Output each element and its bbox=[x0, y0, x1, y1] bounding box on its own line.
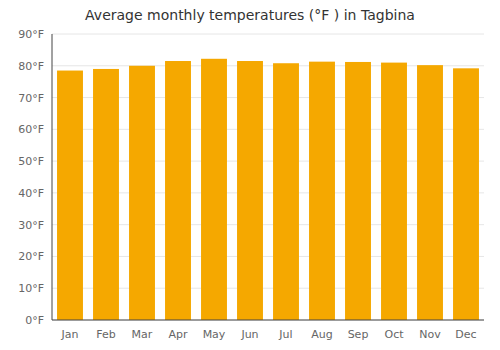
x-tick-label: Feb bbox=[96, 328, 115, 341]
bar bbox=[345, 62, 371, 320]
chart-container: Average monthly temperatures (°F ) in Ta… bbox=[0, 0, 500, 350]
page: {"chart_data": {"type": "bar", "title": … bbox=[0, 0, 500, 350]
x-ticks: Jan Feb Mar Apr May Jun Jul Aug Sep Oct Nov Dec bbox=[61, 328, 477, 341]
x-tick-label: Jan bbox=[61, 328, 79, 341]
x-tick-label: Mar bbox=[132, 328, 153, 341]
x-tick-label: Jul bbox=[278, 328, 292, 341]
y-tick-label: 90°F bbox=[18, 28, 44, 41]
x-tick-label: Nov bbox=[419, 328, 441, 341]
x-tick-label: Sep bbox=[348, 328, 369, 341]
title: Average monthly temperatures (°F ) in Ta… bbox=[85, 7, 415, 23]
x-tick-label: Aug bbox=[311, 328, 332, 341]
x-axis-line bbox=[52, 320, 484, 321]
grid-line bbox=[52, 320, 484, 321]
grid-line bbox=[52, 34, 484, 35]
bar bbox=[453, 68, 479, 320]
bar bbox=[93, 69, 119, 320]
bar bbox=[237, 61, 263, 320]
y-tick-label: 10°F bbox=[18, 282, 44, 295]
bar bbox=[165, 61, 191, 320]
bar bbox=[201, 59, 227, 320]
y-tick-label: 20°F bbox=[18, 250, 44, 263]
y-tick-label: 70°F bbox=[18, 92, 44, 105]
bars bbox=[57, 59, 479, 320]
x-tick-label: Apr bbox=[168, 328, 188, 341]
y-ticks: 0°F 10°F 20°F 30°F 40°F 50°F 60°F 70°F 80°F 90°F bbox=[18, 28, 44, 327]
bar bbox=[57, 71, 83, 320]
y-tick-label: 60°F bbox=[18, 123, 44, 136]
x-tick-label: Dec bbox=[455, 328, 476, 341]
chart-svg: Average monthly temperatures (°F ) in Ta… bbox=[0, 0, 500, 350]
bar bbox=[417, 65, 443, 320]
y-tick-label: 80°F bbox=[18, 60, 44, 73]
grid bbox=[52, 34, 484, 320]
y-axis-line bbox=[52, 34, 53, 320]
x-tick-label: May bbox=[203, 328, 226, 341]
y-tick-label: 40°F bbox=[18, 187, 44, 200]
y-tick-label: 50°F bbox=[18, 155, 44, 168]
y-tick-label: 0°F bbox=[25, 314, 44, 327]
x-tick-label: Oct bbox=[384, 328, 404, 341]
bar bbox=[309, 62, 335, 320]
bar bbox=[381, 63, 407, 320]
y-tick-label: 30°F bbox=[18, 219, 44, 232]
x-tick-label: Jun bbox=[240, 328, 258, 341]
bar bbox=[273, 63, 299, 320]
bar bbox=[129, 66, 155, 320]
